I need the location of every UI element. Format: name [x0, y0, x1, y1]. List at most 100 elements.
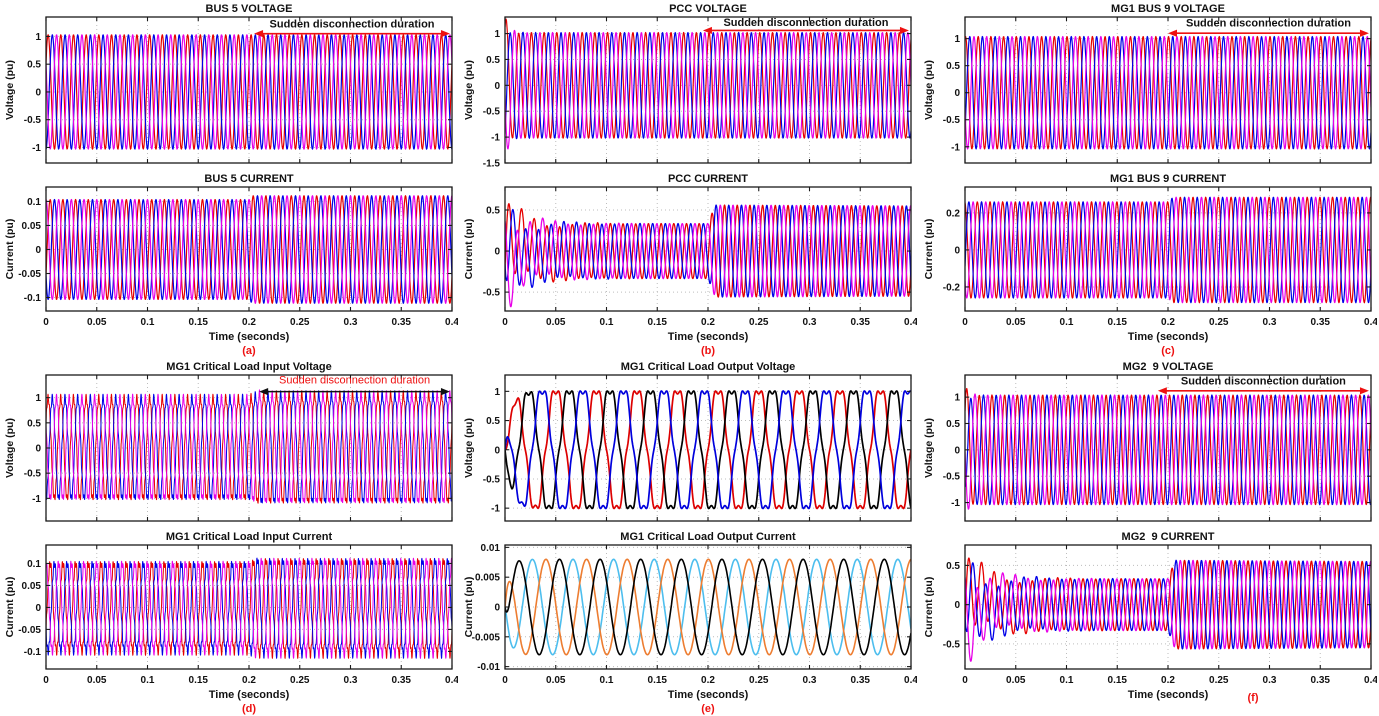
series-phase-b: [965, 196, 1372, 304]
series-phase-c: [505, 29, 912, 150]
chart-title: MG2 9 CURRENT: [1122, 531, 1215, 543]
x-tick-label: 0: [43, 675, 49, 686]
x-tick-label: 0: [962, 675, 968, 686]
y-tick-label: 0.1: [27, 559, 41, 570]
annotation-arrow-head-left: [1168, 29, 1178, 37]
annotation-arrow-head-right: [1360, 29, 1370, 37]
x-tick-label: 0.35: [1311, 317, 1331, 328]
x-tick-label: 0.15: [648, 675, 668, 686]
y-tick-label: 1: [495, 387, 501, 398]
y-tick-label: -0.1: [24, 293, 42, 304]
chart-mg1-critical-load-input-voltage: MG1 Critical Load Input Voltage 1 0.5 0 -0.5…: [4, 361, 453, 522]
y-tick-label: 0.5: [487, 205, 501, 216]
x-tick-label: 0.1: [1060, 317, 1074, 328]
panel-letter: (d): [242, 703, 256, 715]
annotation-arrow-head-right: [440, 388, 450, 396]
y-tick-label: 0: [35, 444, 41, 455]
chart-title: MG1 Critical Load Output Current: [621, 531, 797, 543]
x-tick-label: 0.15: [648, 317, 668, 328]
series-phase-c: [505, 390, 912, 510]
chart-mg1-bus9-voltage: MG1 BUS 9 VOLTAGE 1 0.5 0 -0.5 -1 Voltage (pu)…: [923, 3, 1372, 164]
x-tick-label: 0.15: [1108, 675, 1128, 686]
chart-title: MG1 BUS 9 CURRENT: [1110, 173, 1226, 185]
y-tick-label: -1.5: [483, 159, 501, 170]
y-tick-label: 0.5: [946, 61, 960, 72]
x-axis-label: Time (seconds): [209, 689, 290, 701]
x-tick-label: 0.25: [290, 317, 310, 328]
x-tick-label: 0: [962, 317, 968, 328]
x-tick-label: 0.35: [391, 675, 411, 686]
x-tick-label: 0.25: [1209, 675, 1229, 686]
x-tick-label: 0.05: [547, 675, 567, 686]
y-tick-label: -1: [492, 504, 501, 515]
x-tick-label: 0.1: [600, 675, 614, 686]
y-tick-label: 0.2: [946, 208, 960, 219]
x-tick-label: 0.3: [1263, 675, 1277, 686]
annotation-text: Sudden disconnection duration: [724, 17, 889, 29]
x-tick-label: 0.3: [803, 675, 817, 686]
x-axis-label: Time (seconds): [668, 331, 749, 343]
y-tick-label: 0.5: [27, 418, 41, 429]
panel-c: MG1 BUS 9 VOLTAGE 1 0.5 0 -0.5 -1 Voltage (pu)…: [919, 0, 1379, 358]
y-axis-label: Current (pu): [923, 577, 935, 638]
x-tick-label: 0.4: [905, 675, 918, 686]
series-phase-b: [505, 31, 912, 140]
x-tick-label: 0.3: [1263, 317, 1277, 328]
series-phase-c: [505, 558, 912, 656]
y-tick-label: 0.5: [27, 60, 41, 71]
x-tick-label: 0.2: [1161, 675, 1175, 686]
annotation-arrow-head-right: [440, 30, 450, 38]
chart-mg2-9-current: MG2 9 CURRENT 0.5 0 -0.5 Current (pu) 0 0.05 0.…: [923, 531, 1377, 704]
y-tick-label: -1: [492, 133, 501, 144]
annotation-arrow-head-right: [1360, 387, 1370, 395]
series-phase-c: [965, 393, 1372, 510]
panel-b: PCC VOLTAGE 1 0.5 0 -0.5 -1 -1.5 Voltage (pu) Su…: [460, 0, 920, 358]
y-axis-label: Current (pu): [463, 219, 475, 280]
panel-letter: (a): [242, 345, 256, 357]
chart-pcc-voltage: PCC VOLTAGE 1 0.5 0 -0.5 -1 -1.5 Voltage (pu) Su…: [463, 3, 913, 170]
chart-mg1-bus9-current: MG1 BUS 9 CURRENT 0.2 0 -0.2 Current (pu) 0 0.…: [923, 173, 1377, 357]
chart-mg1-critical-load-output-current: MG1 Critical Load Output Current 0.01 0.00…: [463, 531, 918, 715]
y-tick-label: 1: [35, 32, 41, 43]
x-tick-label: 0.2: [242, 675, 256, 686]
x-tick-label: 0.35: [851, 317, 871, 328]
x-axis-label: Time (seconds): [668, 689, 749, 701]
x-tick-label: 0.25: [750, 675, 770, 686]
annotation-arrow-head-left: [253, 30, 263, 38]
series-phase-a: [965, 35, 1372, 150]
x-tick-label: 0: [503, 675, 509, 686]
x-tick-label: 0.15: [1108, 317, 1128, 328]
y-tick-label: -0.5: [943, 472, 961, 483]
x-tick-label: 0.3: [803, 317, 817, 328]
x-tick-label: 0.1: [1060, 675, 1074, 686]
y-axis-label: Voltage (pu): [923, 418, 935, 478]
y-tick-label: 0: [35, 245, 41, 256]
y-tick-label: 0.5: [487, 55, 501, 66]
y-tick-label: -0.5: [483, 474, 501, 485]
y-tick-label: -1: [951, 498, 960, 509]
chart-title: MG1 Critical Load Input Voltage: [166, 361, 331, 373]
y-tick-label: 0: [35, 603, 41, 614]
x-tick-label: 0.35: [851, 675, 871, 686]
annotation-arrow-head-left: [1158, 387, 1168, 395]
series-phase-b: [505, 390, 912, 510]
y-tick-label: 0.05: [21, 581, 41, 592]
y-tick-label: 0: [955, 88, 961, 99]
y-tick-label: -1: [32, 143, 41, 154]
x-tick-label: 0.15: [188, 675, 208, 686]
x-tick-label: 0.25: [1209, 317, 1229, 328]
series-phase-a: [965, 557, 1372, 650]
y-tick-label: -0.5: [943, 639, 961, 650]
series-phase-c: [45, 557, 452, 659]
series-phase-a: [505, 18, 912, 139]
x-tick-label: 0.25: [750, 317, 770, 328]
series-phase-a: [505, 203, 912, 298]
x-tick-label: 0.1: [140, 675, 154, 686]
series-phase-b: [505, 204, 912, 298]
chart-pcc-current: PCC CURRENT 0.5 0 -0.5 Current (pu) 0 0.05 0.1 0…: [463, 173, 917, 357]
series-phase-b: [965, 394, 1372, 506]
annotation-text: Sudden disconnection duration: [1186, 18, 1351, 30]
y-tick-label: -0.1: [24, 647, 42, 658]
y-tick-label: 0: [955, 245, 961, 256]
x-tick-label: 0.3: [343, 675, 357, 686]
